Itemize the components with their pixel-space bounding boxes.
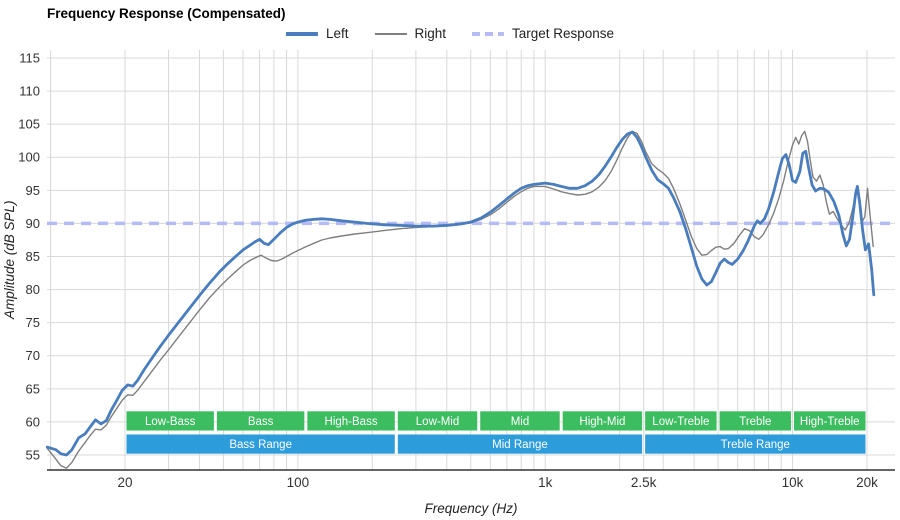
- svg-text:High-Mid: High-Mid: [579, 416, 625, 428]
- svg-text:65: 65: [26, 381, 40, 396]
- x-axis-title: Frequency (Hz): [424, 501, 518, 516]
- svg-text:20: 20: [117, 475, 132, 490]
- svg-text:20k: 20k: [856, 475, 878, 490]
- svg-text:100: 100: [18, 150, 40, 165]
- svg-text:115: 115: [19, 50, 40, 65]
- grid-lines: [47, 50, 895, 470]
- svg-text:90: 90: [26, 216, 40, 231]
- y-tick-labels: 55 60 65 70 75 80 85 90 95 100 105 110 115: [18, 50, 40, 462]
- series-right-curve: [46, 130, 874, 469]
- svg-text:95: 95: [26, 183, 40, 198]
- y-axis-title: Amplitude (dB SPL): [2, 200, 17, 320]
- svg-text:10k: 10k: [782, 475, 804, 490]
- svg-text:110: 110: [19, 84, 40, 99]
- main-band-labels: Bass Range Mid Range Treble Range: [126, 434, 866, 454]
- legend: Left Right Target Response: [285, 26, 615, 41]
- svg-text:80: 80: [26, 282, 40, 297]
- svg-text:High-Treble: High-Treble: [800, 416, 860, 428]
- svg-text:105: 105: [18, 117, 40, 132]
- svg-text:Mid Range: Mid Range: [492, 439, 548, 451]
- svg-text:Bass Range: Bass Range: [229, 439, 292, 451]
- sub-band-labels: Low-Bass Bass High-Bass Low-Mid Mid High-Mid L…: [126, 411, 866, 431]
- target-line-swatch: [471, 31, 504, 36]
- svg-text:Mid: Mid: [511, 416, 530, 428]
- svg-text:2.5k: 2.5k: [631, 475, 657, 490]
- svg-text:85: 85: [26, 249, 40, 264]
- chart-title: Frequency Response (Compensated): [47, 6, 286, 21]
- svg-text:60: 60: [26, 414, 40, 429]
- svg-text:75: 75: [26, 315, 40, 330]
- legend-label-right: Right: [414, 26, 446, 41]
- svg-text:Low-Bass: Low-Bass: [145, 416, 196, 428]
- svg-text:Low-Treble: Low-Treble: [652, 416, 709, 428]
- legend-label-target: Target Response: [511, 26, 615, 41]
- svg-text:70: 70: [26, 348, 40, 363]
- legend-item-right[interactable]: Right: [374, 26, 446, 41]
- svg-text:Treble: Treble: [739, 416, 771, 428]
- svg-text:Bass: Bass: [248, 416, 274, 428]
- x-tick-labels: 20 100 1k 2.5k 10k 20k: [117, 475, 878, 490]
- svg-text:Low-Mid: Low-Mid: [416, 416, 459, 428]
- legend-label-left: Left: [325, 26, 349, 41]
- right-line-swatch: [374, 32, 407, 35]
- svg-text:High-Bass: High-Bass: [325, 416, 378, 428]
- svg-text:55: 55: [26, 448, 40, 463]
- svg-text:1k: 1k: [538, 475, 553, 490]
- series-left-curve: [45, 130, 876, 457]
- legend-item-target[interactable]: Target Response: [471, 26, 615, 41]
- svg-text:Treble Range: Treble Range: [721, 439, 790, 451]
- legend-item-left[interactable]: Left: [285, 26, 349, 41]
- svg-text:100: 100: [287, 475, 310, 490]
- left-line-swatch: [285, 31, 318, 36]
